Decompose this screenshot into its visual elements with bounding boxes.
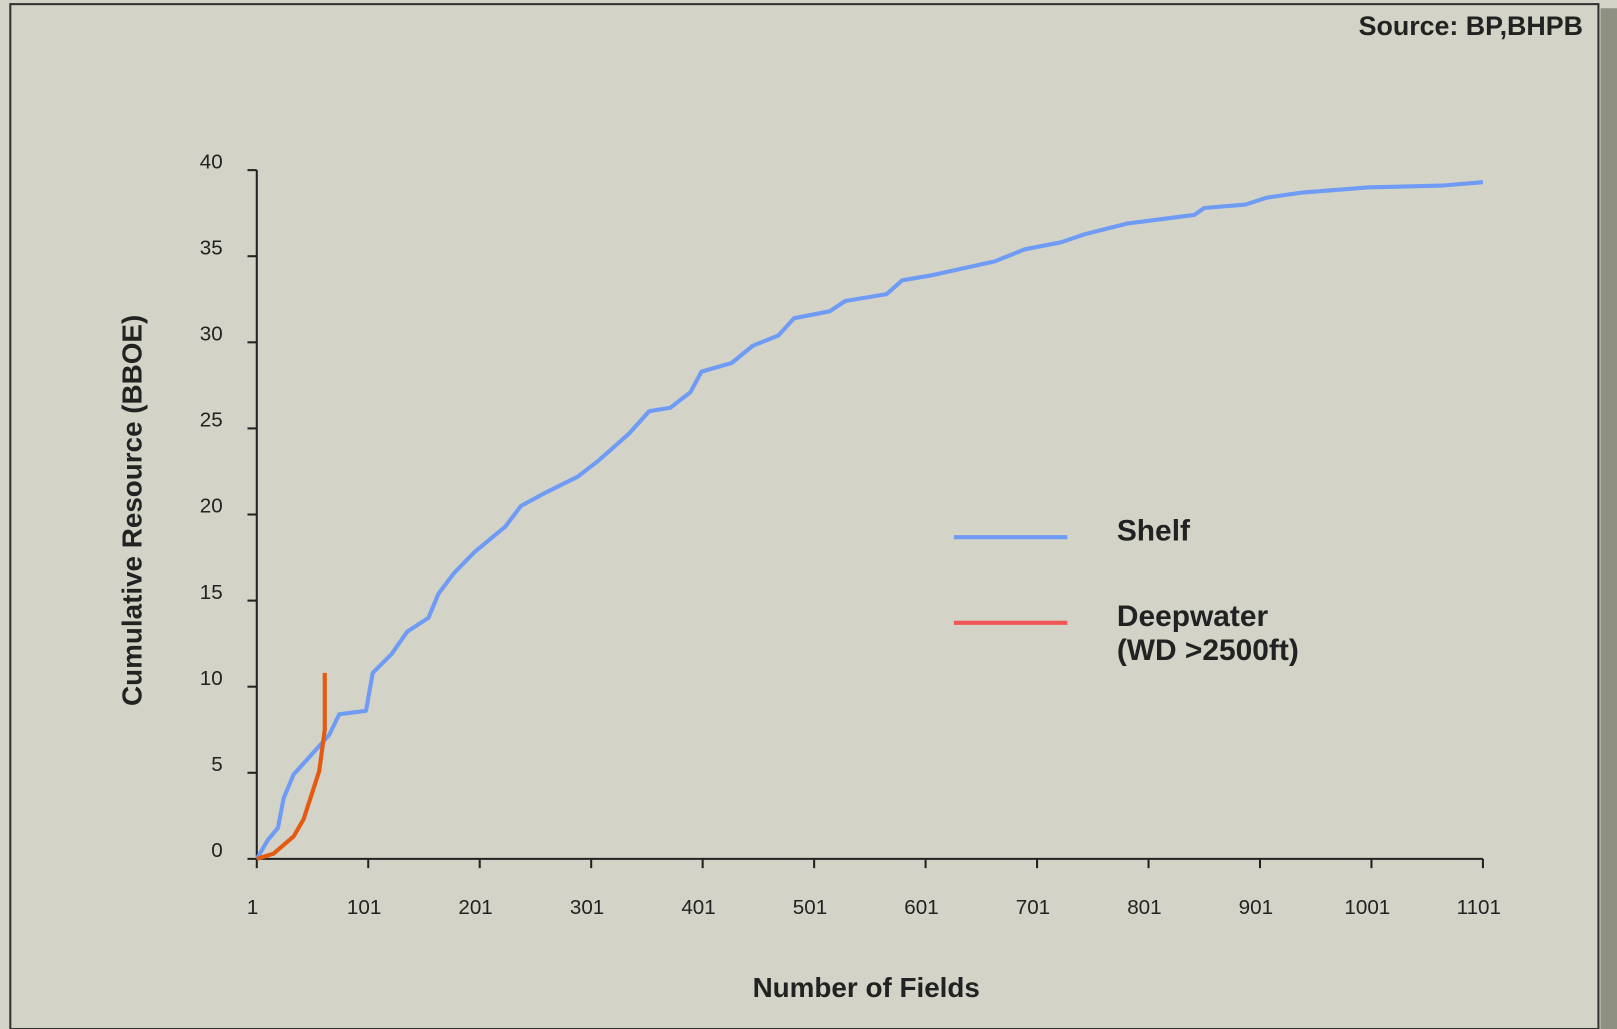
y-tick-label: 5 xyxy=(211,753,222,776)
x-tick-label: 1001 xyxy=(1344,896,1390,919)
x-tick-label: 301 xyxy=(570,896,604,919)
x-tick-label: 501 xyxy=(793,896,827,919)
side-stripe xyxy=(1600,8,1617,1029)
x-tick-label: 1101 xyxy=(1457,896,1501,919)
frame xyxy=(9,3,1600,1029)
x-tick-label: 401 xyxy=(681,896,715,919)
x-tick-label: 601 xyxy=(904,896,938,919)
x-tick-label: 1 xyxy=(247,896,258,919)
x-tick-label: 201 xyxy=(458,896,492,919)
line-series xyxy=(256,672,327,861)
line-series xyxy=(255,180,1484,860)
y-tick-label: 30 xyxy=(200,323,223,346)
source: Source: BP,BHPB xyxy=(1359,11,1583,41)
x-tick-label: 101 xyxy=(347,896,381,919)
y-tick-label: 20 xyxy=(200,495,223,518)
legend-label: Deepwater (WD >2500ft) xyxy=(1116,600,1299,668)
x-tick-label: 701 xyxy=(1016,896,1050,919)
y-axis-label: Cumulative Resource (BBOE) xyxy=(116,315,147,706)
legend-item: Shelf xyxy=(1116,514,1190,548)
y-tick-label: 25 xyxy=(200,409,223,432)
legend-item: Deepwater (WD >2500ft) xyxy=(1116,600,1299,668)
y-tick-label: 0 xyxy=(211,839,222,862)
y-tick-label: 35 xyxy=(200,236,223,259)
x-axis-label: Number of Fields xyxy=(753,972,980,1003)
x-tick-label: 901 xyxy=(1239,896,1273,919)
y-tick-label: 10 xyxy=(200,667,223,690)
y-tick-label: 40 xyxy=(200,150,223,173)
legend-label: Shelf xyxy=(1116,514,1190,548)
y-tick-label: 15 xyxy=(200,581,223,604)
x-tick-label: 801 xyxy=(1127,896,1161,919)
